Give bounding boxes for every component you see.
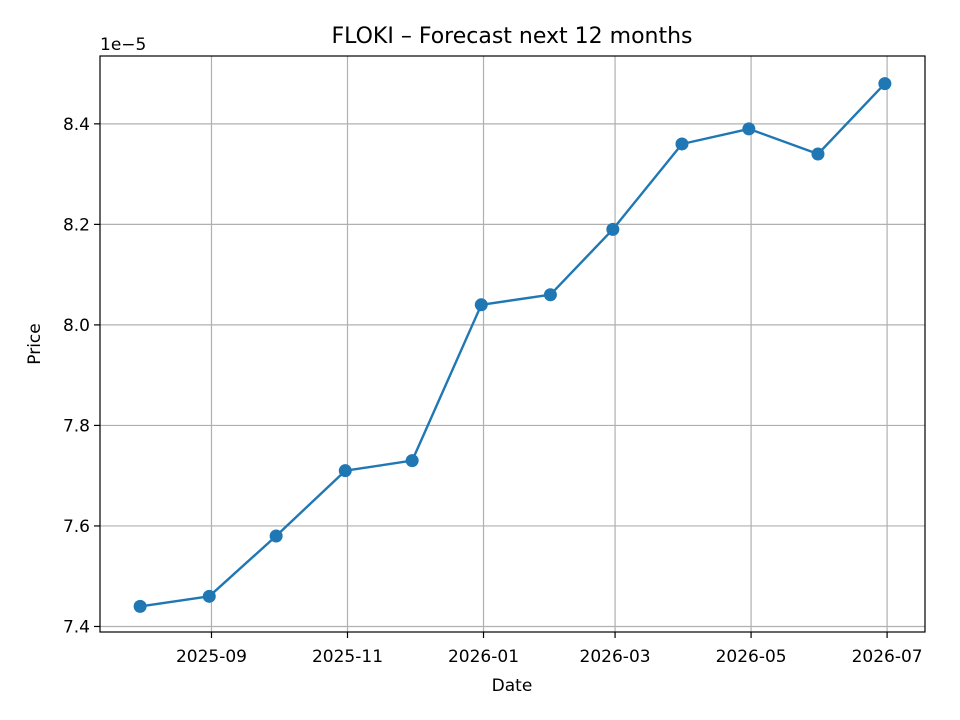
data-point <box>269 529 283 543</box>
data-point <box>742 122 756 136</box>
y-axis-label: Price <box>25 323 45 364</box>
x-tick-label: 2026-01 <box>448 647 519 667</box>
data-point <box>543 288 557 302</box>
data-point <box>675 137 689 151</box>
x-tick-label: 2026-07 <box>852 647 923 667</box>
x-tick-label: 2026-05 <box>716 647 787 667</box>
data-point <box>202 589 216 603</box>
data-point <box>338 464 352 478</box>
series-line <box>139 82 886 608</box>
data-point <box>811 147 825 161</box>
y-tick-label: 8.2 <box>63 215 90 235</box>
y-tick-label: 7.8 <box>63 416 90 436</box>
y-tick-label: 7.6 <box>63 517 90 537</box>
y-tick-label: 8.0 <box>63 316 90 336</box>
x-tick-label: 2025-09 <box>176 647 247 667</box>
data-point <box>133 599 147 613</box>
tick-layer: 2025-09 2025-11 2026-01 2026-03 2026-05 2026-… <box>63 115 923 667</box>
data-point <box>474 298 488 312</box>
grid-layer <box>100 56 925 632</box>
y-tick-label: 7.4 <box>63 617 90 637</box>
data-point <box>878 77 892 91</box>
y-offset-label: 1e−5 <box>100 35 146 55</box>
series-layer <box>133 77 892 613</box>
chart-title: FLOKI – Forecast next 12 months <box>331 24 692 49</box>
plot-area-frame <box>99 55 926 633</box>
x-axis-label: Date <box>492 676 533 696</box>
x-tick-label: 2025-11 <box>312 647 383 667</box>
y-tick-label: 8.4 <box>63 115 90 135</box>
data-point <box>405 454 419 468</box>
x-tick-label: 2026-03 <box>580 647 651 667</box>
data-point <box>606 222 620 236</box>
